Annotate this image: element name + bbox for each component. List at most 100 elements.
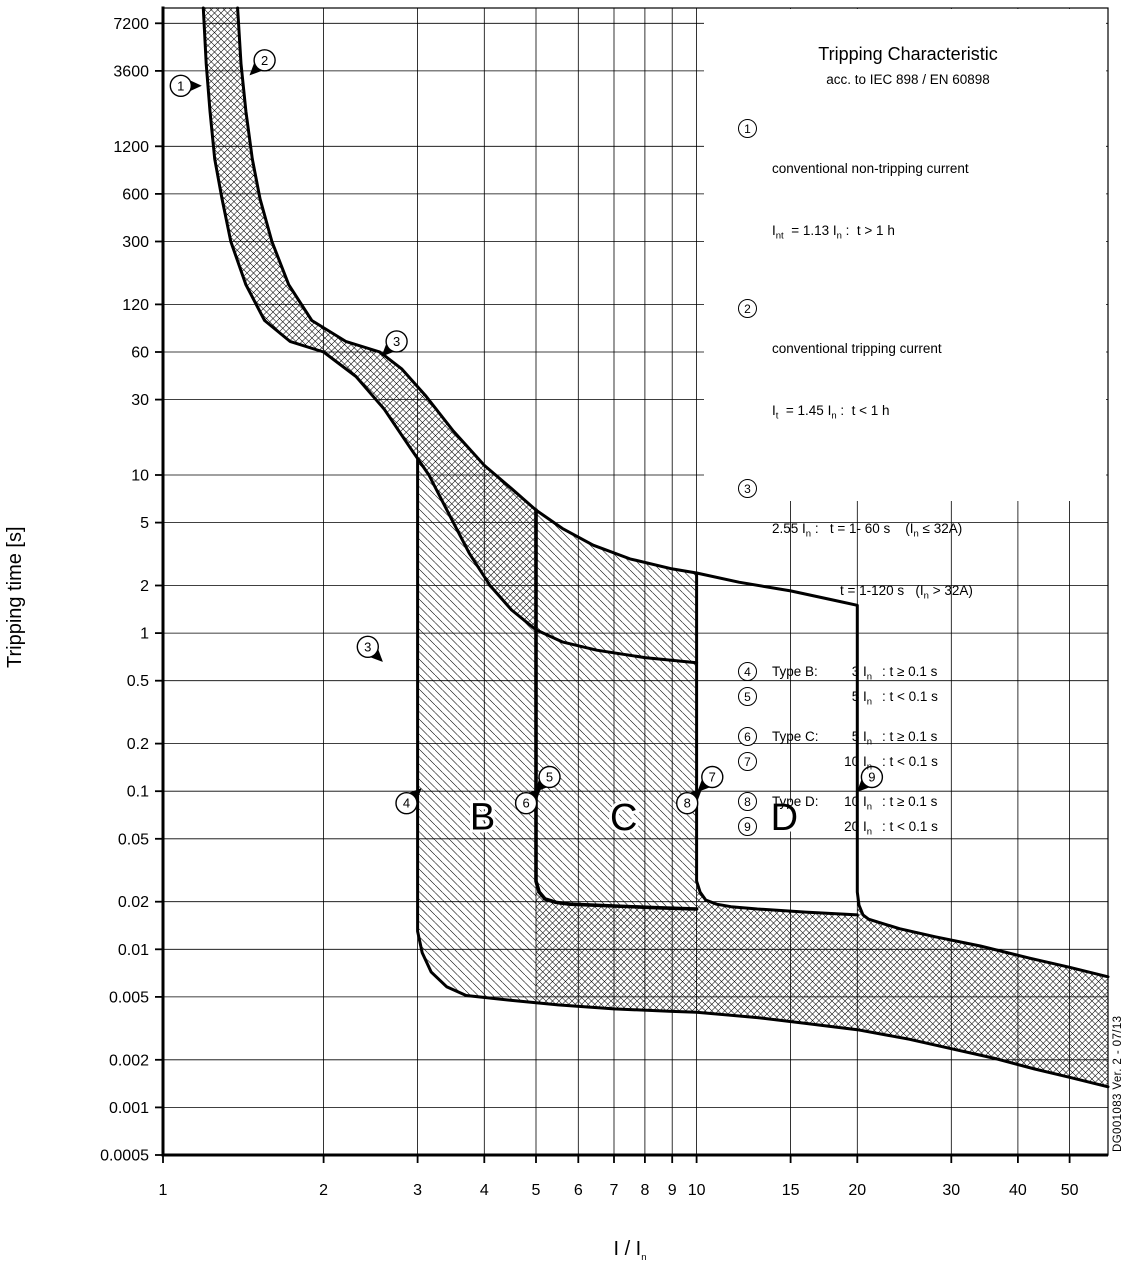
marker-circle-6 (514, 792, 538, 815)
circled-number-6: 6 (738, 727, 757, 746)
marker-number-1: 1 (177, 78, 184, 93)
circled-number-2: 2 (738, 299, 757, 318)
current-value: 3 In (851, 664, 872, 683)
y-tick-label: 0.1 (127, 784, 149, 801)
y-tick-label: 2 (140, 578, 149, 595)
legend-item-3-line1: 2.55 In : t = 1- 60 s (In ≤ 32A) (772, 521, 963, 540)
y-tick-label: 1 (140, 626, 149, 643)
thermal-upper-limit-curve (236, 6, 1110, 979)
y-tick-label: 0.002 (109, 1052, 149, 1069)
current-value: 20 In (844, 819, 872, 838)
boundary-3In-curve (416, 458, 1110, 1089)
legend-item-1-line2: Int = 1.13 In : t > 1 h (772, 223, 895, 242)
y-tick-label: 300 (122, 234, 149, 251)
marker-number-2: 2 (261, 53, 268, 68)
marker-circle-4 (395, 792, 418, 815)
marker-circle-3 (356, 635, 379, 658)
marker-pointer-8 (689, 788, 703, 801)
thermal-lower-limit-curve (201, 6, 699, 665)
legend-item-1-text: conventional non-tripping current Int = … (772, 119, 969, 281)
marker-circle-1 (169, 74, 193, 98)
x-tick-label: 30 (942, 1182, 960, 1199)
marker-number-5: 5 (546, 770, 553, 785)
y-tick-label: 0.0005 (100, 1148, 149, 1165)
legend-item-2: 2 conventional tripping current It = 1.4… (738, 299, 1078, 461)
x-tick-label: 15 (782, 1182, 800, 1199)
x-tick-label: 7 (610, 1182, 619, 1199)
time-condition: : t < 0.1 s (882, 819, 938, 834)
type-d-label: Type D: (772, 794, 819, 809)
time-condition: : t < 0.1 s (882, 689, 938, 704)
x-tick-label: 9 (668, 1182, 677, 1199)
marker-number-6: 6 (522, 796, 529, 811)
legend-item-3-line2: t = 1-120 s (In > 32A) (840, 583, 973, 602)
current-value: 10 In (844, 794, 872, 813)
time-condition: : t ≥ 0.1 s (882, 794, 938, 809)
marker-circle-9 (860, 765, 884, 789)
legend-item-2-line1: conventional tripping current (772, 341, 942, 356)
boundary-10In-curve (695, 571, 859, 917)
x-tick-label: 6 (574, 1182, 583, 1199)
legend-item-2-text: conventional tripping current It = 1.45 … (772, 299, 942, 461)
current-value: 10 In (844, 754, 872, 773)
time-condition: : t ≥ 0.1 s (882, 729, 938, 744)
region-label-D: D (771, 797, 798, 839)
x-tick-label: 40 (1009, 1182, 1027, 1199)
y-tick-label: 120 (122, 297, 149, 314)
y-tick-label: 60 (131, 345, 149, 362)
marker-pointer-5 (534, 779, 547, 793)
marker-number-3: 3 (393, 334, 400, 349)
marker-number-3: 3 (364, 639, 371, 654)
x-tick-label: 10 (688, 1182, 706, 1199)
marker-pointer-9 (856, 779, 870, 793)
marker-number-4: 4 (403, 796, 410, 811)
legend-row-4: 4 Type B: 3 In : t ≥ 0.1 s (738, 659, 1078, 684)
marker-number-7: 7 (709, 770, 716, 785)
x-tick-label: 4 (480, 1182, 489, 1199)
marker-circle-7 (701, 765, 724, 789)
y-tick-label: 0.02 (118, 894, 149, 911)
x-tick-label: 8 (640, 1182, 649, 1199)
circled-number-8: 8 (738, 792, 757, 811)
legend-item-3-text: 2.55 In : t = 1- 60 s (In ≤ 32A) t = 1-1… (772, 479, 973, 641)
thermal-band-region (203, 8, 537, 630)
type-b-band-region (417, 459, 536, 1003)
marker-pointer-1 (189, 80, 202, 92)
y-tick-label: 0.05 (118, 831, 149, 848)
current-value: 5 In (851, 689, 872, 708)
marker-pointer-2 (249, 62, 263, 76)
marker-circle-8 (676, 792, 699, 815)
marker-number-9: 9 (868, 770, 875, 785)
legend-row-9: 9 20 In : t < 0.1 s (738, 814, 1078, 839)
y-tick-label: 600 (122, 186, 149, 203)
type-c-band-region (536, 510, 697, 909)
marker-circle-2 (253, 49, 276, 72)
legend-item-1: 1 conventional non-tripping current Int … (738, 119, 1078, 281)
legend-row-7: 7 10 In : t < 0.1 s (738, 749, 1078, 774)
y-tick-label: 1200 (113, 139, 149, 156)
circled-number-9: 9 (738, 817, 757, 836)
marker-pointer-3 (381, 343, 395, 357)
region-label-B: B (470, 797, 495, 839)
y-tick-label: 0.5 (127, 673, 149, 690)
y-tick-label: 0.005 (109, 989, 149, 1006)
legend-item-2-line2: It = 1.45 In : t < 1 h (772, 403, 890, 422)
current-value: 5 In (851, 729, 872, 748)
y-tick-label: 5 (140, 515, 149, 532)
legend-item-1-line1: conventional non-tripping current (772, 161, 969, 176)
circled-number-7: 7 (738, 752, 757, 771)
marker-pointer-6 (528, 788, 542, 801)
boundary-5In-curve (534, 508, 699, 911)
x-tick-label: 2 (319, 1182, 328, 1199)
type-c-label: Type C: (772, 729, 819, 744)
y-tick-label: 0.001 (109, 1100, 149, 1117)
legend-item-3: 3 2.55 In : t = 1- 60 s (In ≤ 32A) t = 1… (738, 479, 1078, 641)
document-reference-note: DG001083 Ver. 2 - 07/13 (1112, 1015, 1124, 1152)
x-tick-label: 5 (532, 1182, 541, 1199)
marker-circle-5 (538, 765, 561, 789)
circled-number-3: 3 (738, 479, 757, 498)
legend-row-8: 8 Type D: 10 In : t ≥ 0.1 s (738, 789, 1078, 814)
legend-row-6: 6 Type C: 5 In : t ≥ 0.1 s (738, 724, 1078, 749)
x-axis-title: I / In (613, 1238, 647, 1263)
